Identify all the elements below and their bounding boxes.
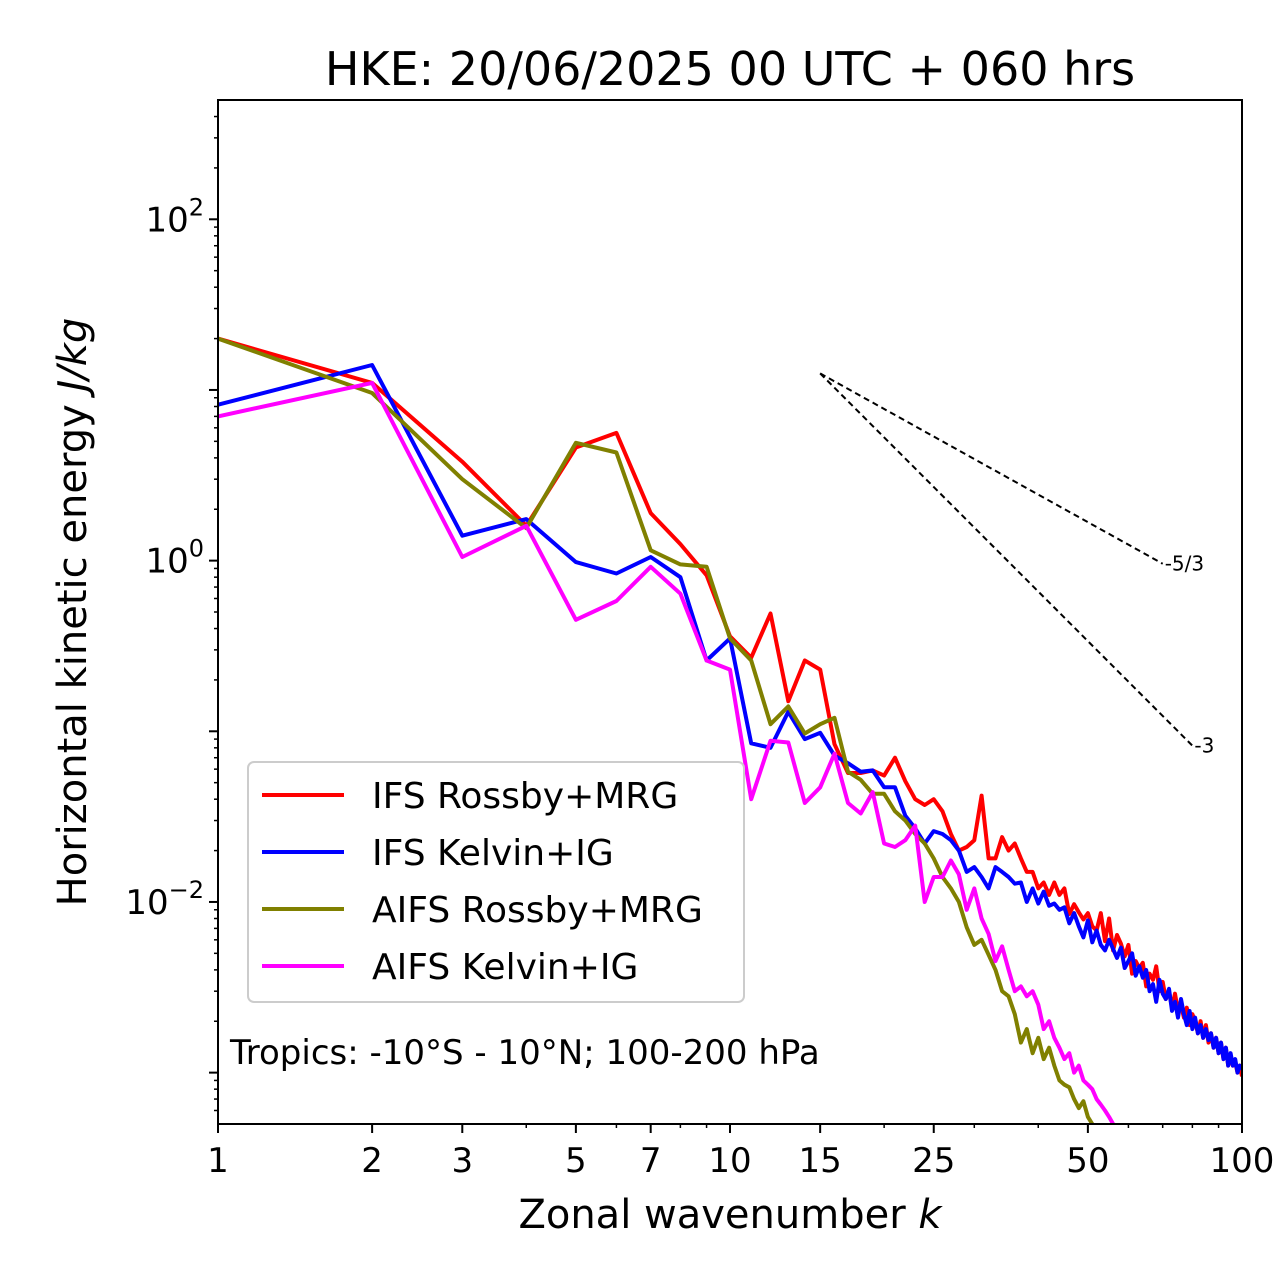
x-tick-label: 15 [799,1141,842,1181]
region-annotation: Tropics: -10°S - 10°N; 100-200 hPa [229,1033,820,1073]
reference-slope-line-0 [819,372,1164,565]
x-tick-label: 2 [361,1141,383,1181]
y-tick-label: 10−2 [125,876,204,923]
series-line-3 [218,380,1116,1124]
reference-slope-line-1 [819,372,1194,747]
legend-label-ifs-rossby: IFS Rossby+MRG [372,776,678,817]
x-tick-label: 7 [640,1141,662,1181]
x-tick-label: 3 [451,1141,473,1181]
x-tick-label: 10 [708,1141,751,1181]
x-axis-label-var: k [918,1192,943,1238]
chart-title: HKE: 20/06/2025 00 UTC + 060 hrs [325,42,1135,96]
y-axis-label-text: Horizontal kinetic energy [50,404,96,906]
series-layer [218,336,1242,1124]
legend-label-aifs-rossby: AIFS Rossby+MRG [372,890,703,931]
y-tick-label: 100 [145,535,204,582]
x-axis-label-text: Zonal wavenumber [518,1192,906,1238]
x-axis-label: Zonal wavenumber k [518,1192,943,1238]
legend-box [247,761,745,1003]
x-tick-label: 50 [1066,1141,1109,1181]
reference-slope-label-0: -5/3 [1165,552,1204,576]
x-tick-label: 25 [912,1141,955,1181]
series-line-1 [218,363,1242,1075]
y-tick-label: 102 [145,193,204,240]
x-tick-label: 100 [1210,1141,1275,1181]
legend-label-aifs-kelvin: AIFS Kelvin+IG [372,947,638,988]
x-tick-label: 5 [565,1141,587,1181]
reference-slope-label-1: -3 [1194,734,1214,758]
y-axis-label: Horizontal kinetic energy J/kg [50,318,96,907]
axis-ticks: 1 2 3 5 7 10 15 25 50 100 102 100 10−2 [125,115,1275,1181]
legend-label-ifs-kelvin: IFS Kelvin+IG [372,833,614,874]
legend: IFS Rossby+MRG IFS Kelvin+IG AIFS Rossby… [247,761,745,1003]
reference-slopes: -5/3 -3 [819,372,1214,758]
y-axis-label-unit: J/kg [50,318,96,399]
series-line-2 [218,336,1095,1124]
x-tick-label: 1 [207,1141,229,1181]
